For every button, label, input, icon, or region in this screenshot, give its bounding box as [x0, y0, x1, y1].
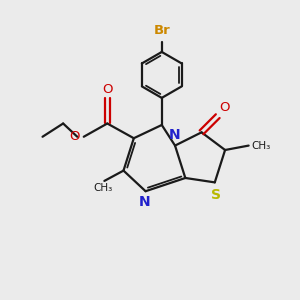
- Text: O: O: [219, 101, 230, 114]
- Text: O: O: [102, 82, 112, 95]
- Text: S: S: [211, 188, 221, 202]
- Text: N: N: [169, 128, 181, 142]
- Text: Br: Br: [153, 24, 170, 37]
- Text: CH₃: CH₃: [251, 141, 270, 151]
- Text: O: O: [70, 130, 80, 143]
- Text: CH₃: CH₃: [93, 183, 112, 193]
- Text: N: N: [138, 195, 150, 209]
